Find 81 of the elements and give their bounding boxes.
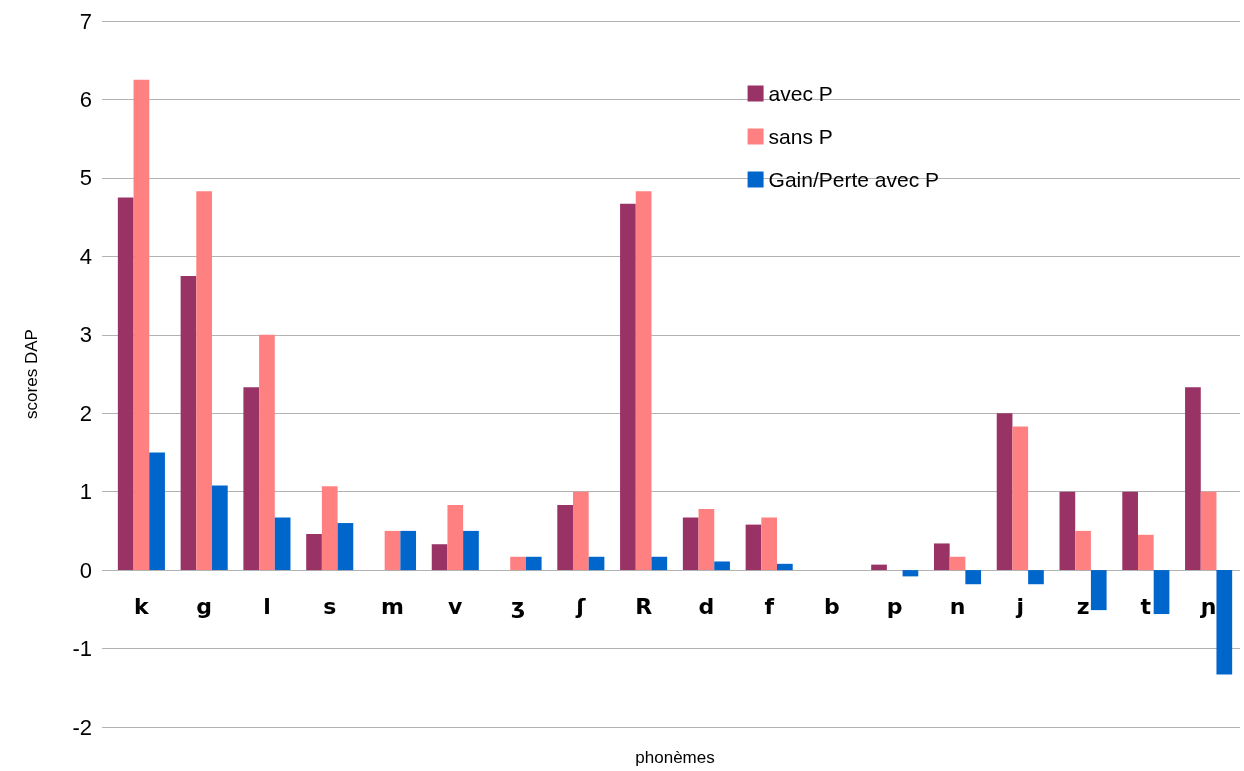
x-tick-label: z (1076, 593, 1090, 619)
x-tick-label: v (448, 593, 464, 619)
x-axis-title: phonèmes (635, 748, 715, 767)
bar (259, 334, 275, 571)
x-tick-label: m (381, 593, 404, 619)
x-tick-label: ʃ (575, 593, 587, 619)
bar (714, 561, 730, 571)
bar (1075, 530, 1091, 571)
y-tick-label: 4 (79, 243, 92, 269)
bar (1137, 534, 1154, 571)
bar (431, 544, 448, 571)
y-tick-label: 3 (79, 322, 92, 348)
bar (133, 79, 150, 571)
y-tick-label: 7 (79, 8, 92, 34)
bar (1153, 570, 1170, 615)
bar (635, 191, 652, 571)
y-tick-label: 0 (79, 557, 92, 583)
x-tick-label: j (1015, 593, 1025, 619)
x-tick-label: n (949, 593, 966, 619)
y-tick-label: 6 (79, 86, 92, 112)
legend-label: avec P (768, 82, 833, 105)
bar (902, 570, 919, 577)
x-tick-label: p (886, 593, 903, 619)
y-tick-label: 1 (79, 479, 92, 505)
legend-label: Gain/Perte avec P (768, 168, 939, 191)
y-axis-title: scores DAP (22, 329, 41, 419)
bar (588, 556, 605, 571)
bar (761, 517, 778, 571)
bar (698, 508, 715, 571)
bar (1200, 491, 1217, 571)
bar (337, 523, 354, 571)
bar (572, 491, 589, 571)
bar (384, 530, 401, 571)
x-tick-label: R (635, 593, 653, 619)
bar (447, 505, 464, 571)
bar (777, 563, 793, 571)
x-tick-label: l (263, 593, 271, 619)
bar (196, 191, 213, 571)
bar (510, 556, 526, 571)
bar (1090, 570, 1107, 611)
y-tick-label: 2 (79, 400, 92, 426)
bar (996, 413, 1013, 571)
bar (949, 556, 966, 571)
bar (274, 517, 291, 571)
bar (1185, 387, 1201, 571)
bar (933, 543, 950, 571)
bar (321, 486, 338, 571)
bar (400, 530, 417, 571)
bar (620, 203, 636, 571)
bar (306, 534, 322, 571)
bar (212, 485, 228, 571)
y-tick-label: -1 (72, 636, 92, 662)
bar (557, 505, 573, 571)
bar (1216, 570, 1233, 675)
bar (1028, 570, 1044, 585)
x-tick-label: g (196, 593, 213, 619)
bar (745, 524, 762, 571)
y-tick-label: -2 (72, 714, 92, 740)
x-tick-label: ʒ (511, 593, 526, 619)
y-tick-label: 5 (79, 165, 92, 191)
x-tick-label: k (134, 593, 151, 619)
bar (1012, 426, 1029, 571)
bar (965, 570, 982, 585)
bar (463, 530, 479, 571)
x-tick-label: d (698, 593, 715, 619)
x-tick-label: ɲ (1199, 593, 1217, 619)
bar (243, 387, 260, 571)
bar (651, 556, 668, 571)
x-tick-label: f (764, 593, 775, 619)
bar (180, 275, 197, 571)
x-tick-label: b (824, 593, 840, 619)
bar (871, 564, 887, 571)
x-tick-label: s (323, 593, 337, 619)
bar (682, 517, 699, 571)
bar (117, 197, 134, 571)
bar (1059, 491, 1076, 571)
bar (1122, 491, 1138, 571)
bar (525, 556, 542, 571)
bar (149, 452, 165, 571)
x-tick-label: t (1140, 593, 1152, 619)
legend-label: sans P (768, 125, 833, 148)
